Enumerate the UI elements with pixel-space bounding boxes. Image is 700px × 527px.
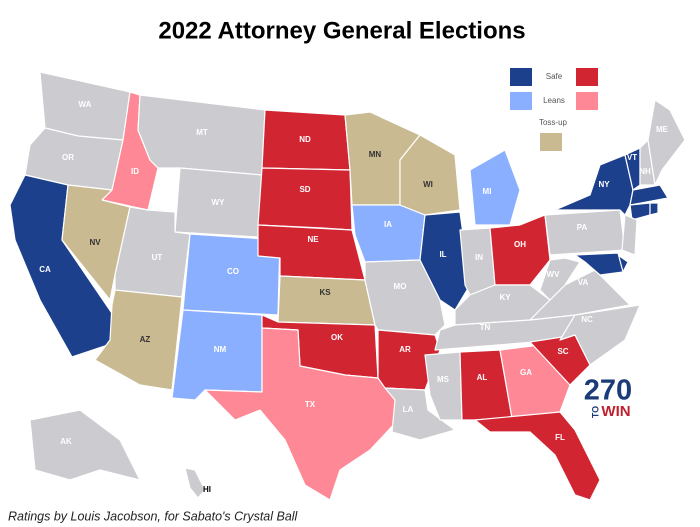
state xyxy=(257,167,353,231)
state-label: MI xyxy=(483,187,492,196)
state xyxy=(647,99,686,186)
state-label: LA xyxy=(403,405,414,414)
legend-swatch xyxy=(576,68,598,86)
state xyxy=(469,149,521,226)
state-label: NV xyxy=(89,238,101,247)
state-label: IN xyxy=(475,253,483,262)
state-label: SC xyxy=(557,347,568,356)
state xyxy=(277,275,376,326)
state xyxy=(539,257,581,301)
state-label: CA xyxy=(39,265,51,274)
logo-number: 270 xyxy=(584,375,632,407)
state-label: NC xyxy=(581,315,593,324)
logo-to: TO xyxy=(590,406,600,418)
state-label: ME xyxy=(656,125,669,134)
state xyxy=(629,184,669,206)
state-label: PA xyxy=(577,223,588,232)
state-label: WY xyxy=(212,198,226,207)
state-label: VT xyxy=(627,153,637,162)
state-label: AR xyxy=(399,345,411,354)
state-label: UT xyxy=(152,253,163,262)
map-title: 2022 Attorney General Elections xyxy=(158,17,525,44)
state-label: CO xyxy=(227,267,239,276)
state-label: OK xyxy=(331,333,343,342)
state xyxy=(171,309,263,401)
state-label: AL xyxy=(477,373,488,382)
state-label: AK xyxy=(60,437,72,446)
legend-label: Toss-up xyxy=(539,118,568,127)
state xyxy=(649,202,659,216)
state-label: IA xyxy=(384,220,392,229)
state-label: WI xyxy=(423,180,433,189)
credit: Ratings by Louis Jacobson, for Sabato's … xyxy=(8,509,299,523)
state-label: NH xyxy=(639,167,651,176)
state xyxy=(629,202,651,221)
legend-swatch xyxy=(540,133,562,151)
state-label: AZ xyxy=(140,335,151,344)
state xyxy=(544,209,626,256)
states: WA OR CA ID NV MT WY UT AZ CO NM ND SD NE KS OK TX MN IA MO… xyxy=(9,71,686,501)
state-label: MT xyxy=(196,128,208,137)
state-label: WV xyxy=(547,270,561,279)
state-label: ID xyxy=(131,167,139,176)
logo: 270 TO WIN xyxy=(584,375,632,420)
state-label: ND xyxy=(299,135,311,144)
state-label: TX xyxy=(305,400,316,409)
state xyxy=(399,134,461,216)
state-label: KY xyxy=(499,293,511,302)
legend-label: Leans xyxy=(543,96,565,105)
state xyxy=(424,351,463,421)
state-label: TN xyxy=(480,323,491,332)
state xyxy=(184,467,206,499)
state-label: NY xyxy=(598,180,610,189)
state xyxy=(384,387,456,441)
state-label: GA xyxy=(520,368,532,377)
legend-swatch xyxy=(576,92,598,110)
state-label: HI xyxy=(203,485,211,494)
state-label: KS xyxy=(319,288,331,297)
logo-win: WIN xyxy=(601,403,630,420)
state xyxy=(204,327,399,501)
legend-swatch xyxy=(510,92,532,110)
state-label: OH xyxy=(514,240,526,249)
state-label: NM xyxy=(214,345,227,354)
state xyxy=(29,409,141,481)
state-label: SD xyxy=(299,185,310,194)
state-label: FL xyxy=(555,433,565,442)
state xyxy=(574,252,624,276)
state-label: WA xyxy=(79,100,92,109)
state xyxy=(474,411,601,501)
state-label: OR xyxy=(62,153,74,162)
state xyxy=(94,289,183,391)
state-label: MN xyxy=(369,150,382,159)
legend-swatch xyxy=(510,68,532,86)
state xyxy=(621,214,638,256)
state xyxy=(554,154,634,216)
state-label: MS xyxy=(437,375,450,384)
state-label: NE xyxy=(307,235,319,244)
legend: Safe Leans Toss-up xyxy=(510,68,598,151)
state-label: VA xyxy=(578,278,589,287)
state-label: IL xyxy=(439,250,446,259)
state xyxy=(351,204,426,263)
state-label: MO xyxy=(394,282,407,291)
legend-label: Safe xyxy=(546,72,563,81)
